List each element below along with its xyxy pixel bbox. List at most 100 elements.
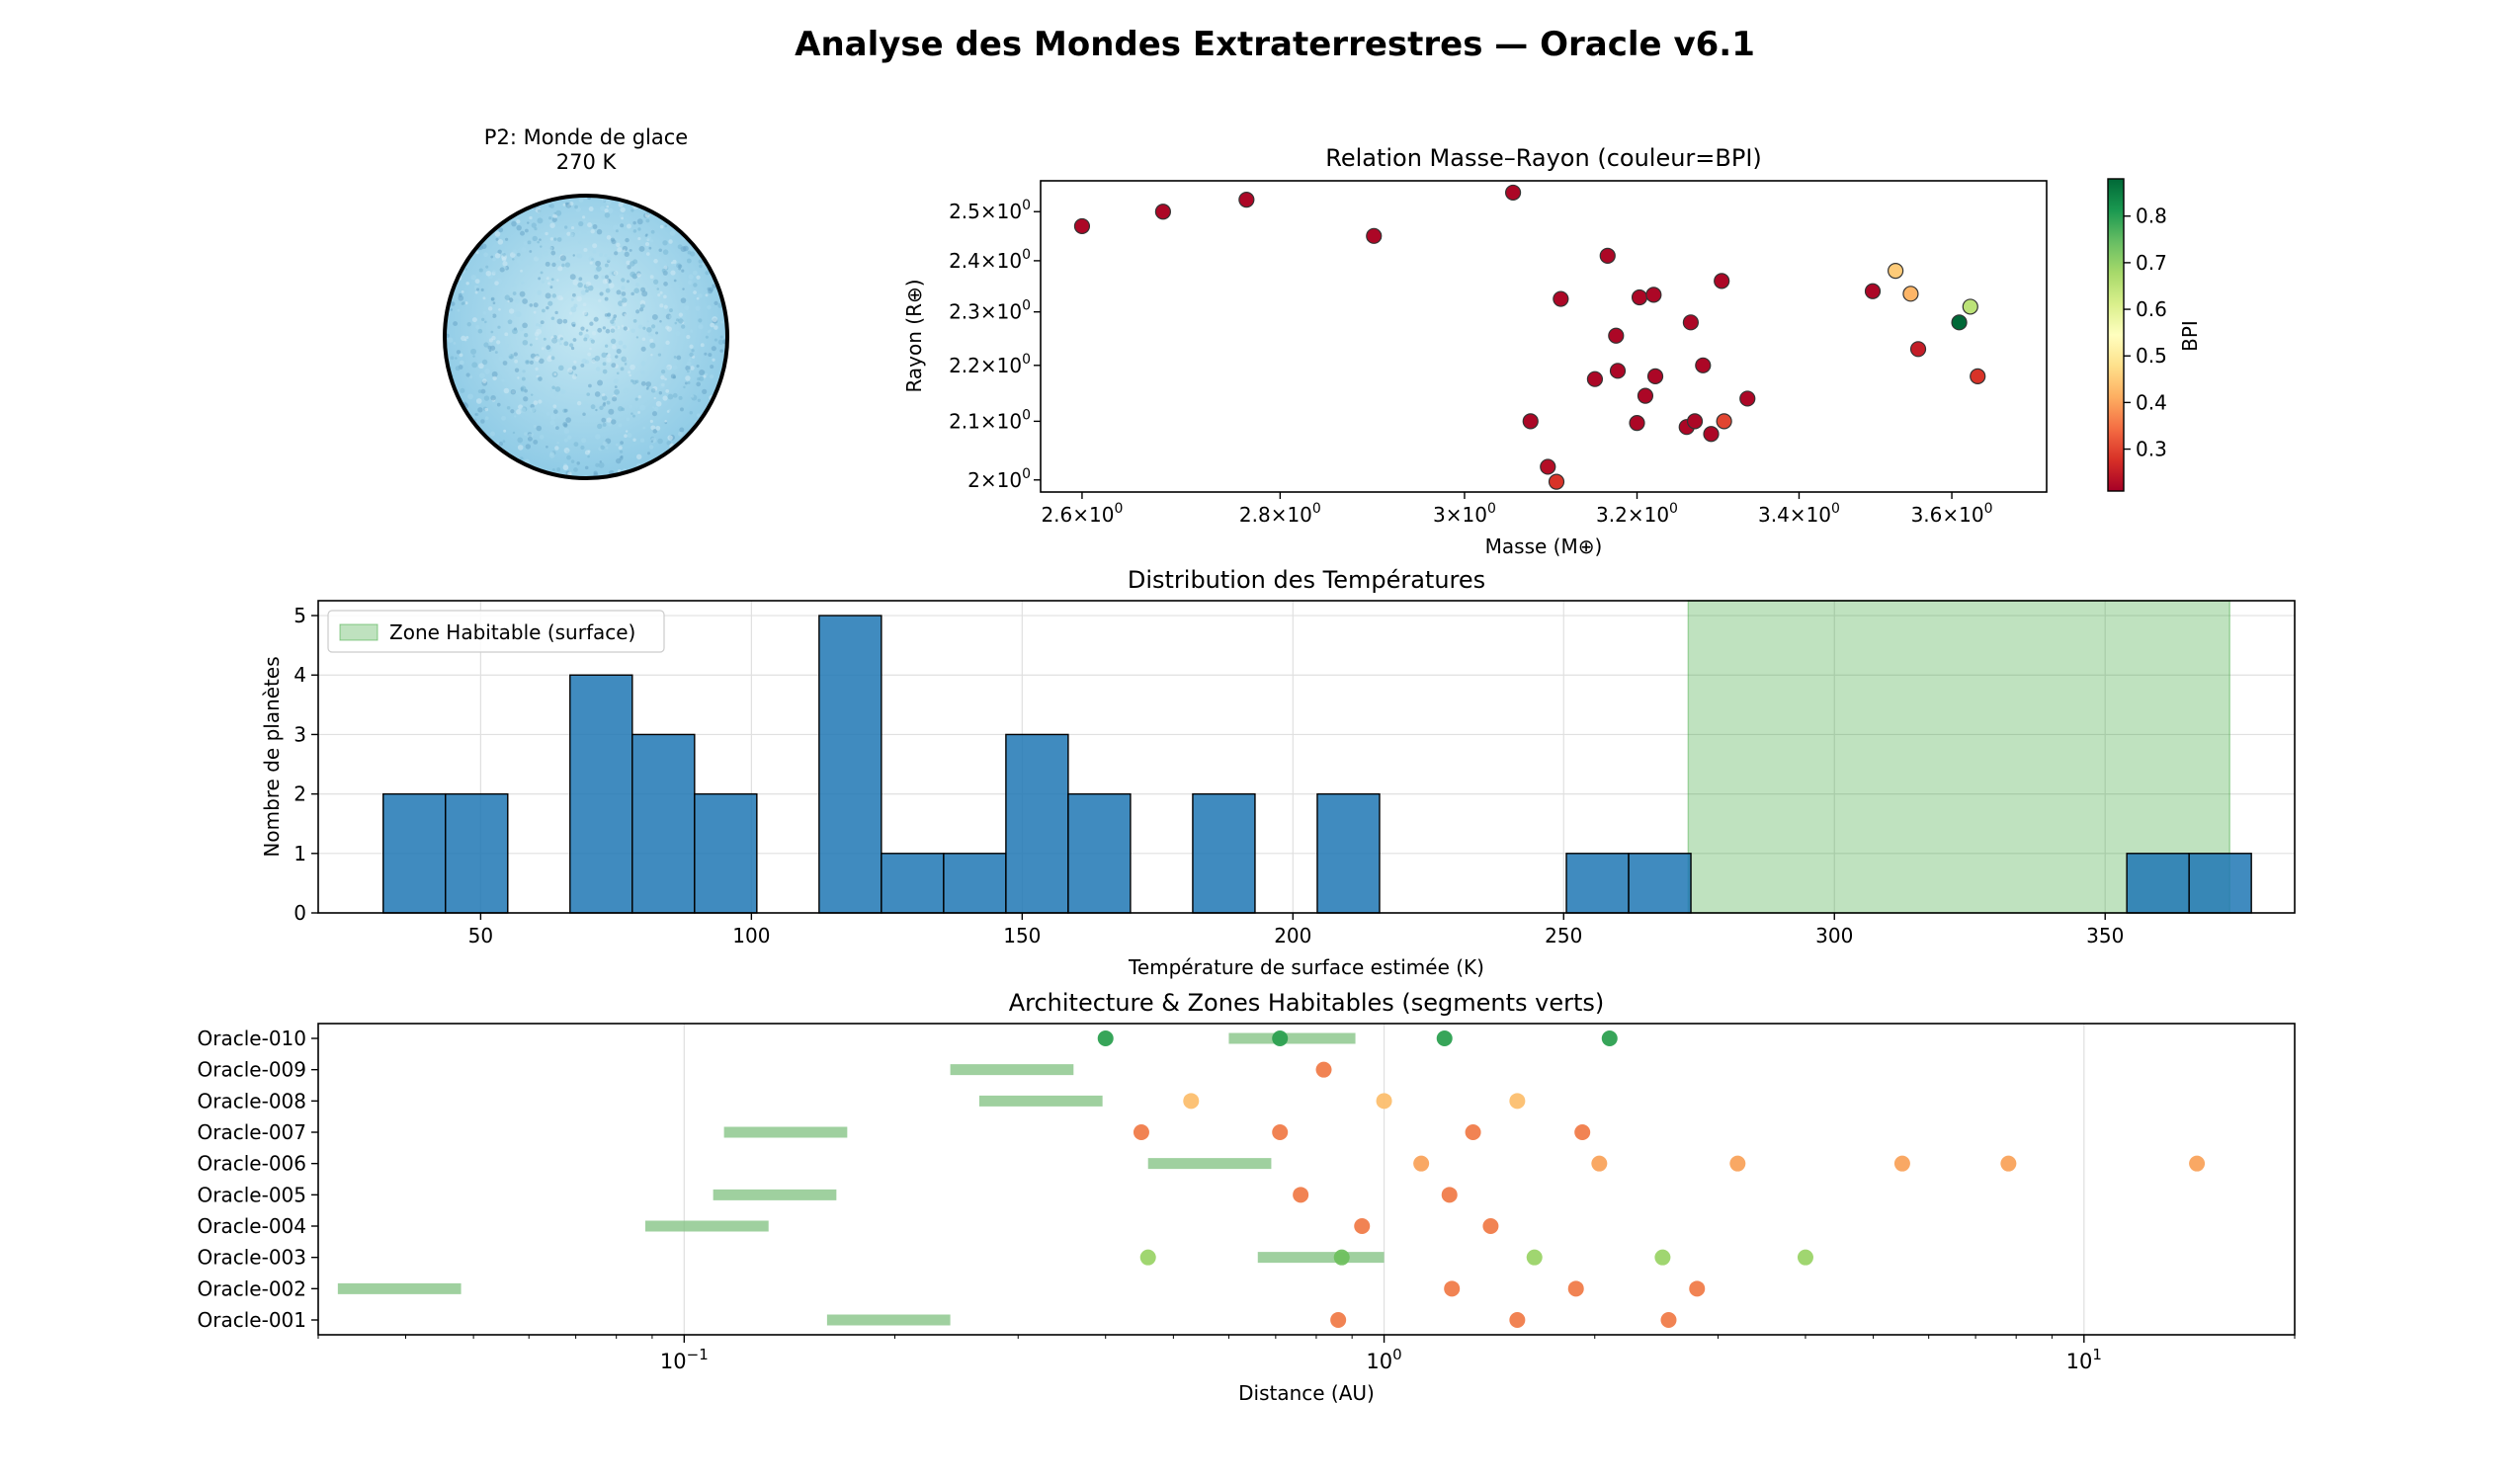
planet-speckle [658,248,662,253]
planet-speckle [606,205,610,208]
mass-radius-ytick-label: 2.5×100 [949,198,1031,223]
planet-speckle [663,294,667,299]
planet-speckle [573,233,579,239]
planet-speckle [472,355,475,358]
planet-speckle [664,377,667,381]
planet-speckle [668,314,674,320]
planet-speckle [623,249,626,252]
planet-speckle [563,438,568,443]
histogram-legend-box [327,610,665,653]
planet-speckle [524,333,529,338]
planet-speckle [651,411,658,417]
planet-speckle [615,355,619,359]
planet-speckle [686,258,692,264]
colorbar-tick-label: 0.7 [2136,251,2167,275]
planet-speckle [630,291,634,296]
planet-speckle [510,389,516,395]
planet-speckle [502,361,508,366]
planet-speckle [556,467,561,472]
mass-radius-xtick-label: 3.6×100 [1911,501,1993,527]
planet-speckle [471,317,477,323]
planet-speckle [653,406,659,412]
histogram-bar [382,792,447,914]
planet-speckle [455,357,458,360]
planet-speckle [566,454,571,460]
planet-speckle [580,289,587,295]
planet-speckle [456,350,462,355]
planet-speckle [611,419,617,425]
planet-speckle [521,247,527,253]
planet-speckle [533,424,537,429]
planet-speckle [543,251,548,257]
planet-speckle [464,301,468,305]
mass-radius-point [1073,217,1091,235]
planet-speckle [549,222,555,228]
planet-speckle [640,303,645,309]
planet-speckle [514,298,520,304]
planet-speckle [610,328,616,333]
planet-speckle [453,321,459,327]
architecture-xtick-label: 100 [1366,1346,1401,1373]
planet-speckle [546,305,549,310]
planet-speckle [648,246,652,250]
planet-speckle [529,215,533,220]
planet-speckle [605,199,612,206]
planet-speckle [660,374,665,380]
planet-speckle [646,236,652,241]
planet-speckle [498,356,504,362]
planet-speckle [487,306,493,311]
planet-marker [1097,1030,1114,1046]
planet-speckle [612,396,618,402]
planet-speckle [650,425,656,431]
planet-speckle [547,300,553,306]
planet-speckle [624,434,628,439]
planet-speckle [638,245,645,252]
histogram-bar [445,792,509,914]
planet-speckle [657,353,662,357]
planet-speckle [585,288,589,293]
planet-speckle [683,385,686,389]
planet-speckle [570,306,577,313]
planet-speckle [634,412,638,415]
planet-speckle [457,308,461,312]
planet-marker [1333,1249,1350,1266]
planet-speckle [689,352,694,358]
planet-marker [1330,1312,1347,1328]
planet-speckle [606,417,613,423]
mass-radius-point [1888,262,1904,280]
planet-speckle [673,279,677,283]
planet-speckle [597,327,603,333]
planet-speckle [615,326,619,329]
planet-speckle [580,326,585,331]
planet-speckle [490,314,494,317]
planet-speckle [453,341,457,345]
architecture-xlabel: Distance (AU) [1238,1381,1375,1405]
planet-speckle [549,286,553,289]
planet-speckle [485,265,489,269]
planet-speckle [684,381,688,385]
histogram-bar [2188,853,2252,914]
planet-speckle [614,385,618,389]
planet-speckle [612,224,619,230]
planet-speckle [705,372,709,376]
colorbar-tick-label: 0.5 [2136,344,2167,368]
planet-speckle [516,409,522,415]
planet-speckle [530,406,536,413]
mass-radius-point [1864,283,1882,299]
planet-speckle [560,388,566,395]
planet-speckle [642,326,646,330]
mass-radius-point [1909,341,1927,358]
planet-speckle [567,471,572,476]
planet-speckle [477,328,483,334]
planet-speckle [605,328,611,334]
planet-marker [1509,1093,1526,1110]
planet-speckle [676,355,682,361]
planet-speckle [635,309,640,314]
planet-speckle [496,340,501,345]
colorbar-tick-label: 0.3 [2136,438,2167,461]
planet-speckle [588,206,594,211]
histogram-ytick-label: 0 [294,901,306,925]
planet-speckle [639,299,646,306]
mass-radius-point [1739,390,1756,407]
planet-speckle [659,319,662,323]
